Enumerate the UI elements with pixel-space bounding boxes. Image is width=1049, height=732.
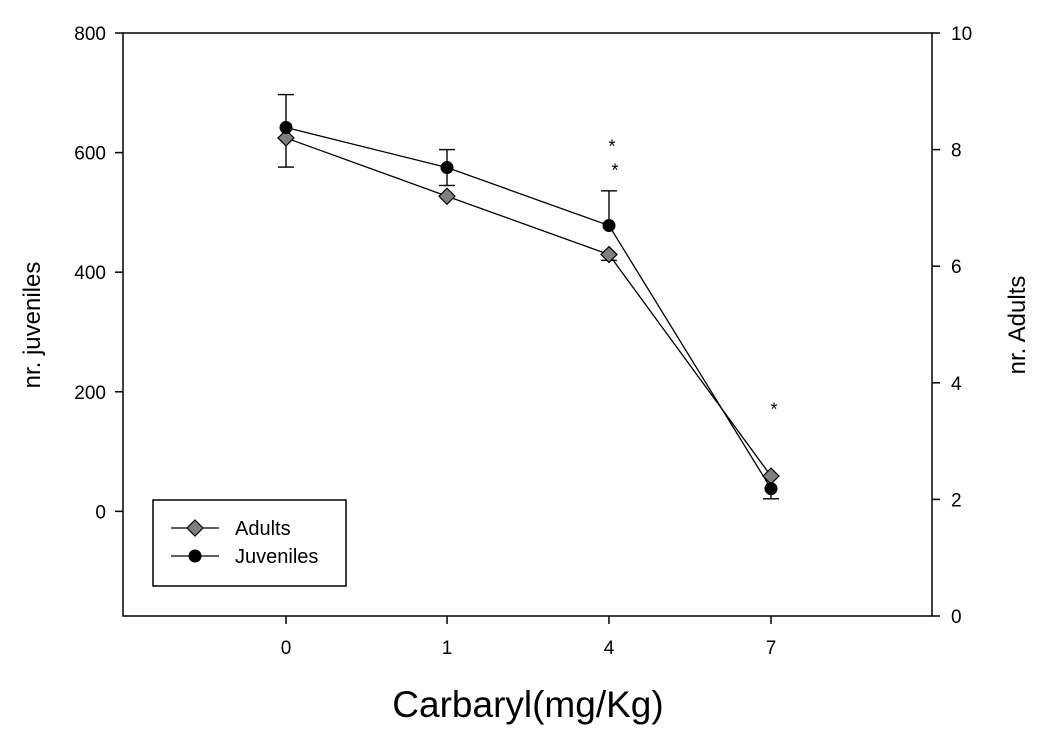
- x-axis: 0 1 4 7: [281, 616, 777, 659]
- left-y-axis: 0 200 400 600 800: [74, 24, 123, 523]
- adults-point: [438, 187, 456, 206]
- juveniles-point: [440, 161, 454, 175]
- adults-point: [277, 129, 295, 147]
- right-y-tick-label: 8: [951, 141, 962, 162]
- left-y-tick-label: 400: [74, 263, 106, 284]
- legend-box: [152, 499, 347, 587]
- legend-juveniles-marker: [188, 549, 202, 563]
- adults-point: [762, 467, 780, 485]
- right-y-axis: 0 2 4 6 8 10: [932, 24, 972, 628]
- juveniles-series-line: [285, 126, 772, 489]
- juveniles-point: [764, 482, 778, 496]
- right-y-tick-label: 4: [951, 374, 962, 395]
- left-y-tick-label: 200: [74, 383, 106, 404]
- x-axis-title: Carbaryl(mg/Kg): [392, 684, 663, 725]
- right-y-tick-label: 2: [951, 490, 962, 511]
- juveniles-point: [279, 120, 293, 134]
- right-y-tick-label: 10: [951, 24, 972, 45]
- annotation-layer: * * *: [608, 137, 777, 420]
- legend: Adults Juveniles: [152, 499, 347, 587]
- left-y-tick-label: 800: [74, 24, 106, 45]
- adults-series-line: [285, 137, 772, 477]
- significance-marker: *: [611, 161, 618, 181]
- plot-area: [122, 32, 933, 617]
- legend-juveniles-label: Juveniles: [235, 546, 318, 568]
- right-y-tick-label: 6: [951, 257, 962, 278]
- plot-frame: [122, 32, 933, 617]
- left-axis-title: nr. juveniles: [19, 262, 46, 389]
- x-tick-label: 4: [604, 638, 615, 659]
- x-tick-label: 1: [442, 638, 453, 659]
- legend-adults-marker: [186, 519, 204, 537]
- juveniles-point: [602, 219, 616, 233]
- x-tick-label: 0: [281, 638, 292, 659]
- series-layer: [277, 93, 780, 500]
- x-tick-label: 7: [766, 638, 777, 659]
- legend-adults-label: Adults: [235, 518, 291, 540]
- adults-point: [600, 245, 618, 264]
- left-y-tick-label: 600: [74, 144, 106, 165]
- significance-marker: *: [608, 137, 615, 157]
- left-y-tick-label: 0: [95, 502, 106, 523]
- right-axis-title: nr. Adults: [1004, 276, 1031, 375]
- right-y-tick-label: 0: [951, 607, 962, 628]
- significance-marker: *: [770, 400, 777, 420]
